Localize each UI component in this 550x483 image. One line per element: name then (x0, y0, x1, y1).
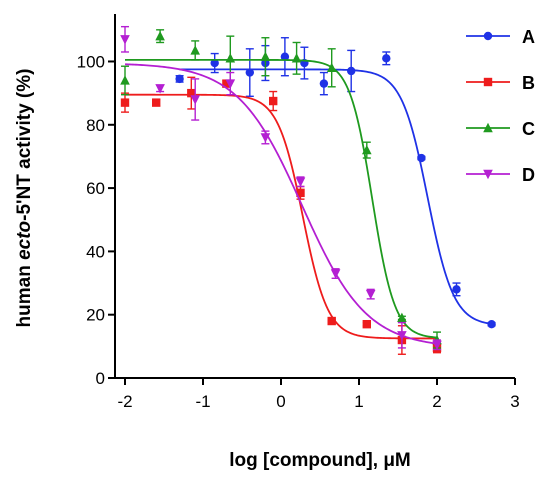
x-tick-label: -1 (195, 392, 210, 411)
data-point-a (175, 74, 184, 84)
data-point-d (397, 331, 407, 341)
data-point-d (155, 84, 165, 94)
data-point-b (296, 188, 305, 198)
legend-label-a: A (522, 27, 535, 47)
x-tick-label: 3 (510, 392, 519, 411)
data-point-d (295, 177, 306, 187)
legend-marker-d (483, 169, 493, 180)
data-point-c (190, 45, 200, 55)
data-point-b (187, 88, 196, 98)
x-axis-title: log [compound], μM (229, 450, 411, 471)
legend-marker-c (483, 122, 493, 133)
data-point-c (155, 30, 165, 41)
x-tick-label: 2 (432, 392, 441, 411)
y-tick-label: 40 (86, 242, 105, 261)
data-point-d (225, 79, 236, 89)
legend-label-b: B (522, 73, 535, 93)
fit-curve-b (125, 93, 437, 340)
data-point-c (260, 51, 271, 61)
legend-label-d: D (522, 165, 535, 185)
legend: A B C D (466, 27, 535, 185)
data-point-d (330, 269, 341, 279)
data-point-a (347, 66, 356, 76)
x-tick-label: 1 (354, 392, 363, 411)
axes: -2 -1 0 1 2 3 0 20 40 60 80 100 (77, 14, 520, 411)
data-point-c (397, 312, 407, 323)
data-point-b (152, 98, 161, 107)
y-tick-label: 0 (96, 369, 105, 388)
data-point-b (120, 98, 130, 107)
legend-label-c: C (522, 119, 535, 139)
data-point-d (260, 133, 271, 143)
data-point-c (291, 53, 302, 63)
data-point-a (417, 153, 426, 163)
data-point-d (190, 95, 200, 105)
legend-marker-a (483, 31, 493, 41)
fit-curve-d (124, 63, 438, 345)
data-point-d (432, 340, 442, 350)
fit-curve-c (125, 59, 438, 339)
x-tick-label: 0 (276, 392, 285, 411)
data-point-c (362, 144, 372, 155)
y-tick-label: 20 (86, 306, 105, 325)
y-tick-label: 80 (86, 116, 105, 135)
y-axis-title-part-2: ecto (14, 221, 35, 260)
data-point-c (225, 53, 236, 63)
y-axis-title-part-1: human (14, 260, 35, 328)
data-point-b (362, 319, 371, 329)
data-point-b (327, 316, 336, 326)
y-axis-title-part-3: -5'NT activity (%) (14, 69, 35, 221)
data-point-a (319, 79, 329, 88)
data-point-d (365, 289, 376, 300)
y-tick-label: 100 (77, 52, 105, 71)
y-tick-label: 60 (86, 179, 105, 198)
data-point-a (280, 52, 290, 61)
data-point-a (452, 285, 461, 294)
plot-area (120, 25, 496, 355)
data-point-a (245, 68, 254, 77)
data-point-b (269, 96, 278, 106)
data-point-a (487, 319, 496, 329)
data-point-d (120, 35, 130, 45)
data-point-a (210, 58, 219, 68)
legend-marker-b (483, 77, 493, 87)
x-tick-label: -2 (117, 392, 132, 411)
data-point-a (382, 54, 391, 63)
y-axis-title: human ecto-5'NT activity (%) (14, 69, 35, 328)
data-point-c (120, 75, 130, 85)
data-point-b (222, 79, 231, 88)
data-point-c (326, 62, 337, 73)
fit-curve-a (179, 68, 492, 325)
